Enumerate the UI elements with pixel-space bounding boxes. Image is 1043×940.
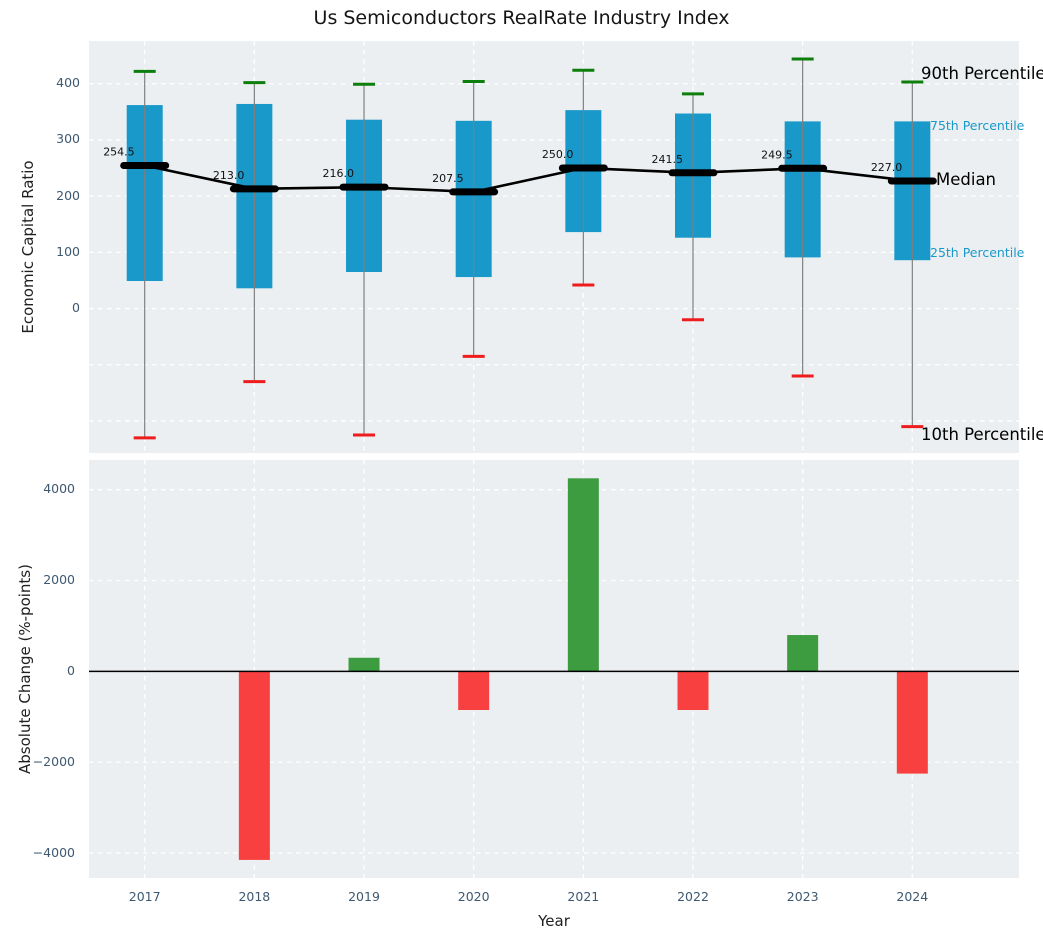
annotation-median: Median: [936, 170, 996, 189]
annotation-90th-percentile: 90th Percentile: [921, 64, 1043, 83]
year-label-2021: 2021: [551, 889, 615, 904]
change-bar-2021: [568, 478, 599, 671]
median-value-label-2024: 227.0: [871, 161, 903, 174]
change-bar-2022: [678, 671, 709, 710]
bottom-panel: [89, 460, 1019, 878]
year-label-2020: 2020: [442, 889, 506, 904]
change-bar-2019: [349, 658, 380, 672]
year-label-2022: 2022: [661, 889, 725, 904]
top-panel: 254.5 213.0 216.0 207.5 250.0 241.5 249.5 227.0: [89, 41, 1019, 453]
change-bar-2023: [787, 635, 818, 671]
median-value-label-2020: 207.5: [432, 172, 464, 185]
year-label-2017: 2017: [113, 889, 177, 904]
change-bar-2020: [458, 671, 489, 710]
top-ytick-100: 100: [28, 244, 80, 259]
median-value-label-2018: 213.0: [213, 169, 245, 182]
median-value-label-2022: 241.5: [652, 153, 684, 166]
median-value-label-2017: 254.5: [103, 145, 135, 158]
bottom-ytick-2000: 2000: [23, 572, 75, 587]
year-label-2018: 2018: [222, 889, 286, 904]
top-panel-svg: 254.5 213.0 216.0 207.5 250.0 241.5 249.5 227.0: [89, 41, 1019, 453]
year-label-2023: 2023: [771, 889, 835, 904]
x-axis-label: Year: [494, 912, 614, 930]
median-value-label-2023: 249.5: [761, 148, 793, 161]
bottom-panel-svg: [89, 460, 1019, 878]
top-ytick-0: 0: [28, 300, 80, 315]
bottom-ytick-−4000: −4000: [23, 845, 75, 860]
top-ytick-200: 200: [28, 188, 80, 203]
median-value-label-2019: 216.0: [323, 167, 355, 180]
bottom-ytick-−2000: −2000: [23, 754, 75, 769]
bottom-ytick-0: 0: [23, 663, 75, 678]
top-ytick-300: 300: [28, 131, 80, 146]
change-bar-2018: [239, 671, 270, 860]
median-value-label-2021: 250.0: [542, 148, 574, 161]
top-ytick-400: 400: [28, 75, 80, 90]
bottom-ytick-4000: 4000: [23, 481, 75, 496]
chart-title: Us Semiconductors RealRate Industry Inde…: [0, 7, 1043, 29]
figure: Us Semiconductors RealRate Industry Inde…: [0, 0, 1043, 940]
year-label-2019: 2019: [332, 889, 396, 904]
year-label-2024: 2024: [880, 889, 944, 904]
annotation-25th-percentile: 25th Percentile: [930, 245, 1024, 260]
change-bar-2024: [897, 671, 928, 773]
annotation-75th-percentile: 75th Percentile: [930, 118, 1024, 133]
annotation-10th-percentile: 10th Percentile: [921, 425, 1043, 444]
